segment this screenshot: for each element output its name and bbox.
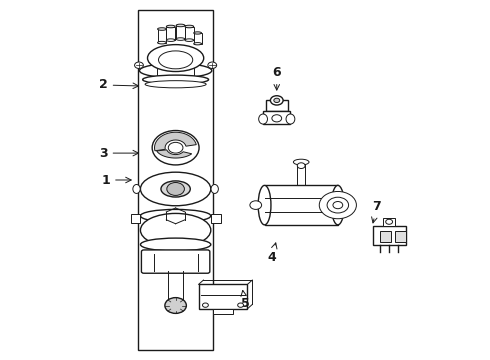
Bar bbox=[372, 226, 406, 246]
Circle shape bbox=[238, 303, 244, 307]
Text: 1: 1 bbox=[101, 174, 131, 186]
Text: 7: 7 bbox=[371, 201, 381, 223]
Ellipse shape bbox=[258, 185, 271, 225]
Ellipse shape bbox=[167, 183, 184, 195]
Text: 4: 4 bbox=[268, 243, 277, 264]
Ellipse shape bbox=[185, 39, 194, 41]
Ellipse shape bbox=[194, 32, 201, 34]
Circle shape bbox=[327, 197, 348, 213]
Ellipse shape bbox=[143, 75, 209, 84]
Bar bbox=[263, 111, 291, 125]
Ellipse shape bbox=[211, 184, 219, 193]
Ellipse shape bbox=[158, 28, 166, 30]
Ellipse shape bbox=[166, 39, 175, 41]
Ellipse shape bbox=[294, 159, 309, 165]
Bar bbox=[297, 162, 305, 185]
Polygon shape bbox=[157, 150, 192, 158]
Bar bbox=[158, 29, 166, 42]
Ellipse shape bbox=[147, 45, 204, 72]
Ellipse shape bbox=[133, 184, 140, 193]
Ellipse shape bbox=[176, 24, 185, 27]
Bar bbox=[265, 185, 338, 225]
Bar bbox=[157, 63, 194, 78]
Circle shape bbox=[135, 62, 144, 68]
Ellipse shape bbox=[141, 238, 211, 251]
Bar bbox=[211, 214, 220, 223]
FancyBboxPatch shape bbox=[142, 250, 210, 273]
Bar bbox=[266, 100, 288, 111]
Bar bbox=[138, 10, 213, 350]
Ellipse shape bbox=[140, 63, 212, 78]
Ellipse shape bbox=[166, 25, 175, 28]
Ellipse shape bbox=[145, 81, 206, 88]
Ellipse shape bbox=[159, 51, 193, 69]
Circle shape bbox=[333, 202, 343, 209]
Ellipse shape bbox=[286, 114, 295, 124]
Ellipse shape bbox=[141, 172, 211, 206]
Ellipse shape bbox=[176, 38, 185, 40]
Ellipse shape bbox=[141, 210, 211, 222]
Circle shape bbox=[208, 62, 217, 68]
Bar bbox=[383, 218, 395, 226]
Bar bbox=[166, 27, 175, 40]
Circle shape bbox=[319, 192, 356, 219]
Polygon shape bbox=[154, 132, 196, 151]
Bar bbox=[380, 231, 391, 242]
Text: 2: 2 bbox=[99, 78, 139, 91]
Ellipse shape bbox=[194, 42, 201, 45]
Bar bbox=[131, 214, 141, 223]
Bar bbox=[176, 26, 185, 39]
Circle shape bbox=[165, 298, 186, 314]
Bar bbox=[198, 284, 247, 309]
Circle shape bbox=[168, 142, 183, 153]
Ellipse shape bbox=[259, 114, 268, 124]
Circle shape bbox=[274, 98, 280, 103]
Bar bbox=[213, 309, 233, 314]
Bar bbox=[185, 27, 194, 40]
Circle shape bbox=[272, 115, 282, 122]
Circle shape bbox=[297, 163, 305, 168]
Text: 6: 6 bbox=[272, 66, 281, 90]
Ellipse shape bbox=[161, 181, 190, 197]
Ellipse shape bbox=[185, 25, 194, 28]
Bar bbox=[194, 33, 201, 44]
Circle shape bbox=[152, 131, 199, 165]
Text: 3: 3 bbox=[99, 147, 139, 159]
Ellipse shape bbox=[141, 213, 211, 247]
Ellipse shape bbox=[331, 185, 344, 225]
Ellipse shape bbox=[158, 41, 166, 44]
Text: 5: 5 bbox=[241, 291, 249, 310]
Circle shape bbox=[250, 201, 262, 210]
Circle shape bbox=[386, 219, 392, 224]
Circle shape bbox=[202, 303, 208, 307]
Bar bbox=[395, 231, 406, 242]
Circle shape bbox=[270, 96, 283, 105]
